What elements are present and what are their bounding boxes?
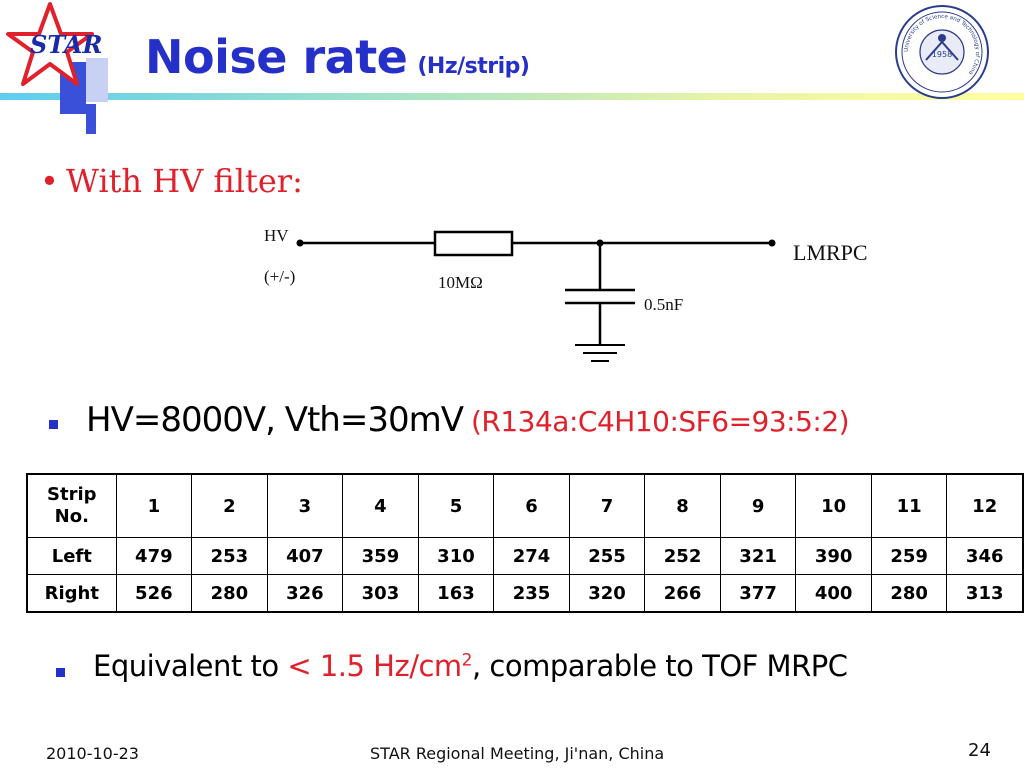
load-node <box>768 239 776 247</box>
operating-conditions: HV=8000V, Vth=30mV (R134a:C4H10:SF6=93:5:… <box>86 400 850 440</box>
row-label-left: Left <box>26 537 117 575</box>
strip-number: 6 <box>493 473 570 538</box>
title-main: Noise rate <box>145 30 408 84</box>
table-cell: 303 <box>342 574 419 613</box>
table-cell: 266 <box>644 574 721 613</box>
star-logo-icon <box>6 2 94 86</box>
page-number: 24 <box>968 740 991 761</box>
title-unit: (Hz/strip) <box>417 54 530 79</box>
superscript: 2 <box>461 650 473 671</box>
summary-prefix: Equivalent to <box>93 649 288 683</box>
summary-highlight: < 1.5 Hz/cm2 <box>287 649 472 683</box>
table-cell: 280 <box>191 574 268 613</box>
strip-number: 3 <box>266 473 344 538</box>
bullet-hv-filter: • With HV filter: <box>40 162 303 200</box>
strip-number: 9 <box>719 473 797 538</box>
header-decor-block-light <box>86 58 108 102</box>
star-logo-text: STAR <box>30 30 103 59</box>
table-cell: 377 <box>719 574 797 613</box>
resistor-label: 10MΩ <box>438 273 483 292</box>
table-cell: 253 <box>191 537 268 575</box>
table-header-row: Strip No. 1 2 3 4 5 6 7 8 9 10 11 12 <box>26 473 1024 538</box>
strip-number: 8 <box>644 473 721 538</box>
bullet-dot: • <box>40 162 59 200</box>
table-cell: 320 <box>568 574 646 613</box>
header-gradient-bar <box>0 93 1024 100</box>
strip-number: 1 <box>115 473 193 538</box>
table-cell: 259 <box>870 537 948 575</box>
strip-number: 7 <box>568 473 646 538</box>
row-label-right: Right <box>26 574 117 613</box>
table-row-left: Left 479 253 407 359 310 274 255 252 321… <box>26 537 1024 575</box>
table-cell: 390 <box>795 537 872 575</box>
table-cell: 400 <box>795 574 872 613</box>
load-label: LMRPC <box>793 240 868 265</box>
footer-date: 2010-10-23 <box>46 744 139 763</box>
table-cell: 274 <box>493 537 570 575</box>
table-cell: 235 <box>493 574 570 613</box>
hv-node <box>296 239 304 247</box>
summary-statement: Equivalent to < 1.5 Hz/cm2, comparable t… <box>93 649 848 683</box>
resistor-symbol <box>433 230 514 257</box>
table-cell: 479 <box>115 537 193 575</box>
table-cell: 163 <box>417 574 495 613</box>
table-cell: 346 <box>946 537 1024 575</box>
table-cell: 252 <box>644 537 721 575</box>
table-cell: 310 <box>417 537 495 575</box>
bullet-square-icon <box>56 668 65 677</box>
hv-label: HV <box>264 226 289 245</box>
summary-suffix: , comparable to TOF MRPC <box>472 649 848 683</box>
strip-number: 2 <box>191 473 268 538</box>
strip-number: 12 <box>946 473 1024 538</box>
gas-mixture-text: (R134a:C4H10:SF6=93:5:2) <box>470 405 850 438</box>
page-title: Noise rate (Hz/strip) <box>145 30 530 84</box>
table-cell: 313 <box>946 574 1024 613</box>
strip-number: 4 <box>342 473 419 538</box>
table-cell: 321 <box>719 537 797 575</box>
table-cell: 255 <box>568 537 646 575</box>
table-cell: 326 <box>266 574 344 613</box>
capacitor-label: 0.5nF <box>644 295 683 314</box>
polarity-label: (+/-) <box>264 267 295 286</box>
strip-number: 11 <box>870 473 948 538</box>
strip-number: 5 <box>417 473 495 538</box>
hv-filter-circuit: HV (+/-) 10MΩ 0.5nF LMRPC <box>264 226 868 362</box>
hv-vth-text: HV=8000V, Vth=30mV <box>86 400 464 440</box>
table-cell: 407 <box>266 537 344 575</box>
strip-number: 10 <box>795 473 872 538</box>
seal-year: 1958 <box>932 50 952 59</box>
footer-event: STAR Regional Meeting, Ji'nan, China <box>370 744 665 763</box>
header-decor-block-small <box>86 104 96 134</box>
table-row-right: Right 526 280 326 303 163 235 320 266 37… <box>26 574 1024 613</box>
bullet-square-icon <box>49 420 58 429</box>
table-cell: 280 <box>870 574 948 613</box>
table-cell: 526 <box>115 574 193 613</box>
strip-no-header: Strip No. <box>26 473 117 538</box>
noise-rate-table: Strip No. 1 2 3 4 5 6 7 8 9 10 11 12 Lef… <box>26 473 1024 613</box>
university-seal-icon: 1958 University of Science and Technolog… <box>895 5 989 99</box>
table-cell: 359 <box>342 537 419 575</box>
bullet-hv-filter-text: With HV filter: <box>66 162 303 200</box>
